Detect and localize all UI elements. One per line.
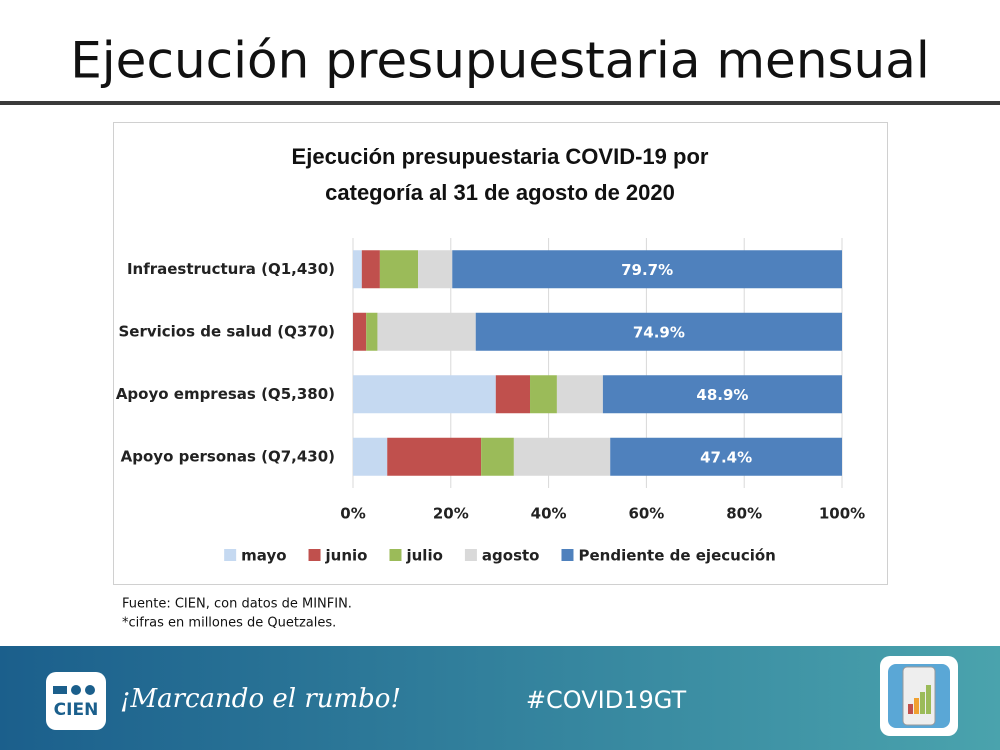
title-rule <box>0 101 1000 105</box>
logo-shape <box>71 685 81 695</box>
data-label: 74.9% <box>633 323 685 341</box>
logo-text: CIEN <box>54 700 99 720</box>
bar-segment <box>387 437 482 476</box>
bar-segment <box>353 250 362 289</box>
bar-segment <box>602 375 842 414</box>
bar-segment <box>353 312 367 351</box>
legend-swatch <box>224 549 237 561</box>
hashtag: #COVID19GT <box>526 686 687 714</box>
bar-segment <box>353 437 388 476</box>
x-tick-label: 20% <box>433 505 469 523</box>
legend-label: agosto <box>482 547 540 565</box>
bar-segment <box>353 375 496 414</box>
bar-segment <box>366 312 378 351</box>
note: *cifras en millones de Quetzales. <box>122 616 336 631</box>
y-tick-label: Apoyo personas (Q7,430) <box>121 447 335 465</box>
slogan: ¡Marcando el rumbo! <box>120 684 401 714</box>
x-tick-label: 80% <box>726 505 762 523</box>
data-label: 48.9% <box>696 386 748 404</box>
chart-title: Ejecución presupuestaria COVID-19 por cat… <box>292 144 709 205</box>
slide-title: Ejecución presupuestaria mensual <box>70 32 930 90</box>
legend-label: Pendiente de ejecución <box>578 547 775 565</box>
legend-label: junio <box>325 547 368 565</box>
chart-frame <box>113 122 888 585</box>
bar-segment <box>513 437 611 476</box>
legend-label: mayo <box>241 547 286 565</box>
bar-segment <box>377 312 476 351</box>
bar-segment <box>495 375 531 414</box>
logo-shape <box>53 686 67 694</box>
legend-swatch <box>464 549 477 561</box>
bar-segment <box>452 250 842 289</box>
x-tick-label: 0% <box>340 505 365 523</box>
legend-swatch <box>308 549 321 561</box>
y-tick-label: Servicios de salud (Q370) <box>118 322 335 340</box>
icon-bar <box>914 698 919 714</box>
legend-swatch <box>561 549 574 561</box>
icon-bar <box>908 704 913 714</box>
legend: mayo junio julio agosto Pendiente de ejecuci… <box>224 547 776 565</box>
x-tick-label: 100% <box>819 505 865 523</box>
bar-segment <box>475 312 842 351</box>
legend-label: julio <box>405 547 442 565</box>
bar-segment <box>481 437 514 476</box>
data-label: 79.7% <box>621 261 673 279</box>
footer-band <box>0 646 1000 750</box>
bar-segment <box>379 250 419 289</box>
y-tick-label: Infraestructura (Q1,430) <box>127 260 335 278</box>
x-tick-label: 40% <box>531 505 567 523</box>
data-label: 47.4% <box>700 448 752 466</box>
logo-shape <box>85 685 95 695</box>
y-tick-label: Apoyo empresas (Q5,380) <box>116 385 335 403</box>
x-tick-label: 60% <box>628 505 664 523</box>
bar-segment <box>361 250 380 289</box>
note: Fuente: CIEN, con datos de MINFIN. <box>122 597 352 612</box>
bar-segment <box>610 437 842 476</box>
bar-segment <box>530 375 557 414</box>
icon-bar <box>926 685 931 714</box>
bar-segment <box>418 250 453 289</box>
icon-bar <box>920 692 925 714</box>
bar-segment <box>556 375 603 414</box>
legend-swatch <box>389 549 402 561</box>
